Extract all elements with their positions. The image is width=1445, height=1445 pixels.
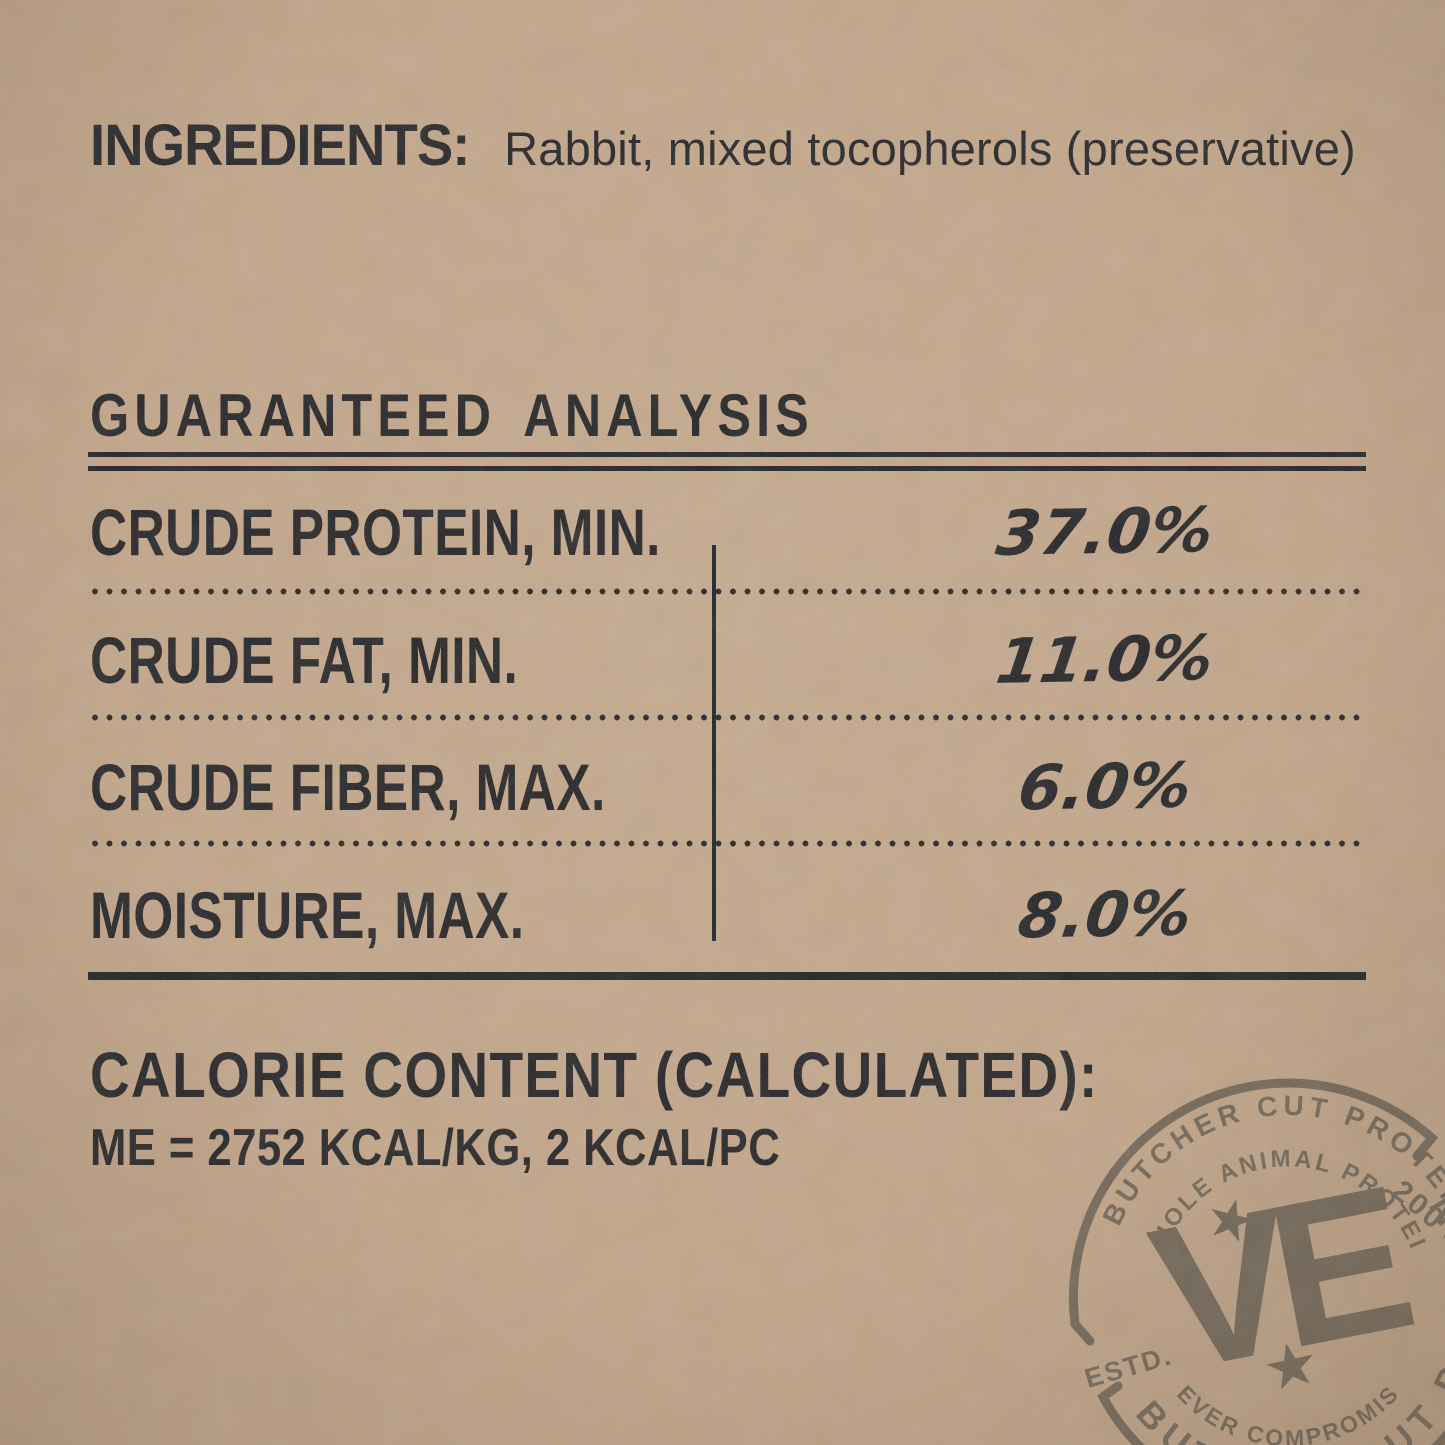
double-rule-top [88,452,1366,457]
table-row: CRUDE FAT, MIN. 11.0% [90,621,1366,698]
calorie-content-title: CALORIE CONTENT (CALCULATED): [90,1039,1099,1111]
dotted-separator [88,714,1366,721]
row-value: 37.0% [992,493,1219,570]
ingredients-line: INGREDIENTS: Rabbit, mixed tocopherols (… [90,112,1390,179]
row-value: 11.0% [992,621,1219,698]
table-bottom-rule [88,972,1366,980]
ingredients-label: INGREDIENTS: [90,113,470,178]
table-column-divider [712,545,716,941]
table-row: CRUDE PROTEIN, MIN. 37.0% [90,493,1366,570]
row-label: CRUDE FIBER, MAX. [90,750,606,824]
calorie-content-value: ME = 2752 KCAL/KG, 2 KCAL/PC [90,1119,781,1177]
ingredients-value: Rabbit, mixed tocopherols (preservative) [504,122,1356,175]
dotted-separator [88,588,1366,595]
row-value: 8.0% [1013,876,1197,953]
row-value: 6.0% [1013,748,1197,825]
stamp-estd-label: ESTD. [1081,1340,1175,1394]
row-label: CRUDE PROTEIN, MIN. [90,495,661,569]
row-label: MOISTURE, MAX. [90,878,525,952]
dotted-separator [88,840,1366,847]
table-row: CRUDE FIBER, MAX. 6.0% [90,748,1366,825]
table-row: MOISTURE, MAX. 8.0% [90,876,1366,953]
guaranteed-analysis-title: GUARANTEED ANALYSIS [90,382,814,449]
row-label: CRUDE FAT, MIN. [90,623,519,697]
double-rule-bottom [88,466,1366,471]
